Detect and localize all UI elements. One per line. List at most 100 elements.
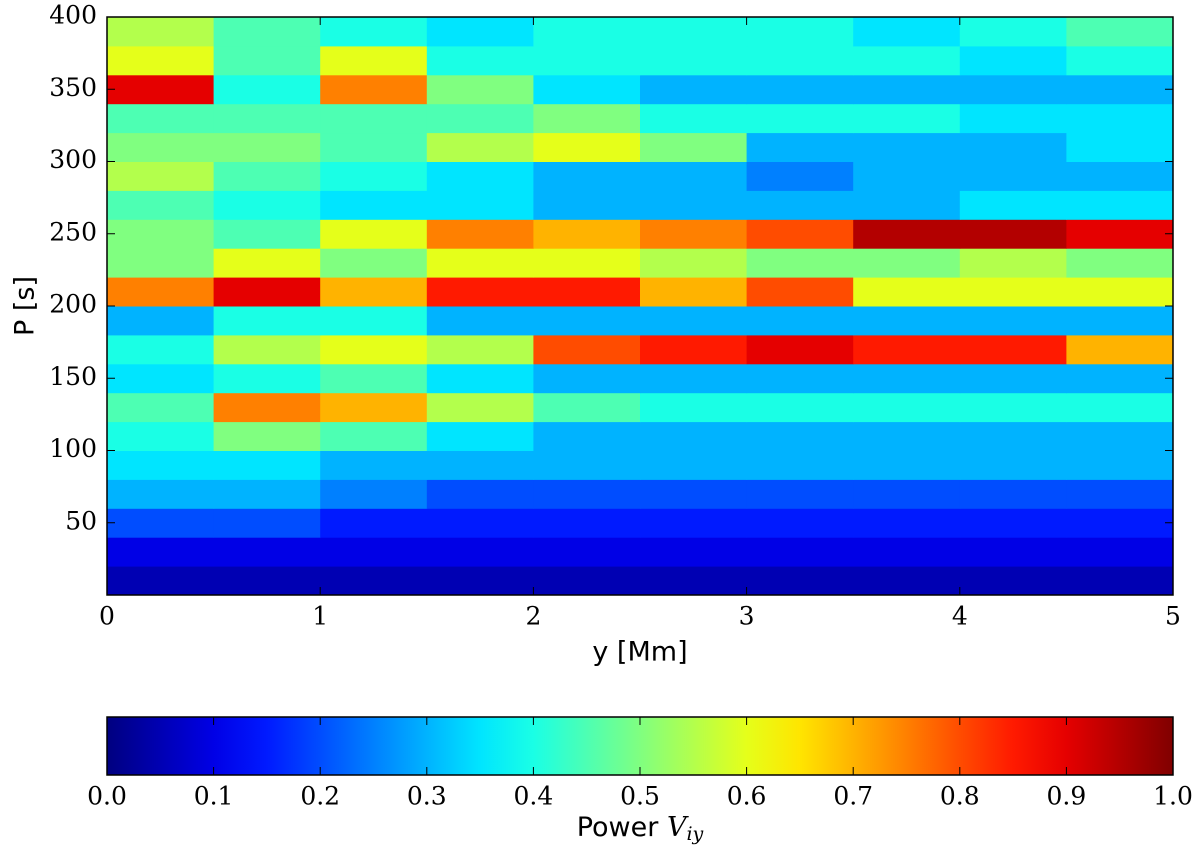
heat-cell [320,508,428,538]
heat-cell [640,248,748,278]
heat-cell [107,248,215,278]
heatmap [107,17,1174,596]
heat-cell [746,334,854,365]
heat-cell [533,450,641,480]
y-axis-label: P [s] [10,276,41,336]
heat-cell [1066,277,1174,307]
heat-cell [533,161,641,191]
heat-cell [1066,537,1174,567]
y-tick-label: 200 [49,290,97,319]
heat-cell [320,103,428,134]
heat-cell [320,421,428,451]
heat-cell [640,537,748,567]
heat-cell [746,537,854,567]
y-tick-label: 50 [65,506,97,535]
heat-cell [107,219,215,249]
heat-cell [1066,190,1174,220]
heat-cell [533,17,641,47]
heat-cell [320,161,428,191]
colorbar-tick-label: 0.6 [727,782,767,811]
heat-cell [107,103,215,134]
heat-cell [746,479,854,509]
heat-cell [213,363,321,394]
heat-cell [426,306,534,336]
heat-cell [746,306,854,336]
heat-cell [640,421,748,451]
heat-cell [640,277,748,307]
heat-cell [533,190,641,220]
heat-cell [320,132,428,162]
heat-cell [959,479,1067,509]
colorbar-tick-label: 0.7 [833,782,873,811]
x-axis-label: y [Mm] [592,637,687,668]
heat-cell [533,566,641,596]
heat-cell [959,103,1067,134]
heat-cell [213,248,321,278]
heat-cell [959,45,1067,76]
heat-cell [320,277,428,307]
heat-cell [533,537,641,567]
colorbar-tick-label: 0.2 [300,782,340,811]
heat-cell [746,392,854,423]
heat-cell [853,161,961,191]
heat-cell [1066,363,1174,394]
heat-cell [213,306,321,336]
heat-cell [1066,566,1174,596]
heat-cell [1066,103,1174,134]
colorbar-subscript: iy [686,823,703,845]
heat-cell [959,219,1067,249]
heat-cell [320,334,428,365]
heat-cell [1066,450,1174,480]
colorbar-label: Power Viy [577,812,704,846]
heat-cell [426,132,534,162]
heat-cell [107,363,215,394]
heat-cell [107,161,215,191]
heat-cell [640,219,748,249]
heat-cell [213,334,321,365]
heat-cell [1066,306,1174,336]
heat-cell [320,306,428,336]
heat-cell [320,363,428,394]
heat-cell [107,45,215,76]
heat-cell [320,219,428,249]
heat-cell [426,450,534,480]
heat-cell [959,190,1067,220]
heat-cell [1066,248,1174,278]
heat-cell [853,277,961,307]
heat-cell [213,450,321,480]
colorbar-tick-label: 0.5 [620,782,660,811]
heat-cell [533,45,641,76]
y-tick-label: 100 [49,434,97,463]
heat-cell [320,190,428,220]
heat-cell [746,450,854,480]
colorbar [106,716,1174,776]
heat-cell [853,450,961,480]
heat-cell [746,219,854,249]
heat-cell [213,479,321,509]
heat-cell [1066,508,1174,538]
heat-cell [533,74,641,105]
heat-cell [640,450,748,480]
heat-cell [959,421,1067,451]
heat-cell [426,161,534,191]
heat-cell [426,334,534,365]
y-tick-label: 350 [49,73,97,102]
heat-cell [533,277,641,307]
heat-cell [1066,392,1174,423]
heat-cell [1066,132,1174,162]
colorbar-tick-label: 1.0 [1153,782,1193,811]
heat-cell [533,421,641,451]
heat-cell [1066,45,1174,76]
heat-cell [320,450,428,480]
heat-cell [426,421,534,451]
heat-cell [640,334,748,365]
heat-cell [746,190,854,220]
heat-cell [426,479,534,509]
heat-cell [213,219,321,249]
heat-cell [426,363,534,394]
heat-cell [107,74,215,105]
heat-cell [640,74,748,105]
x-tick-label: 1 [312,602,328,631]
heat-cell [746,566,854,596]
